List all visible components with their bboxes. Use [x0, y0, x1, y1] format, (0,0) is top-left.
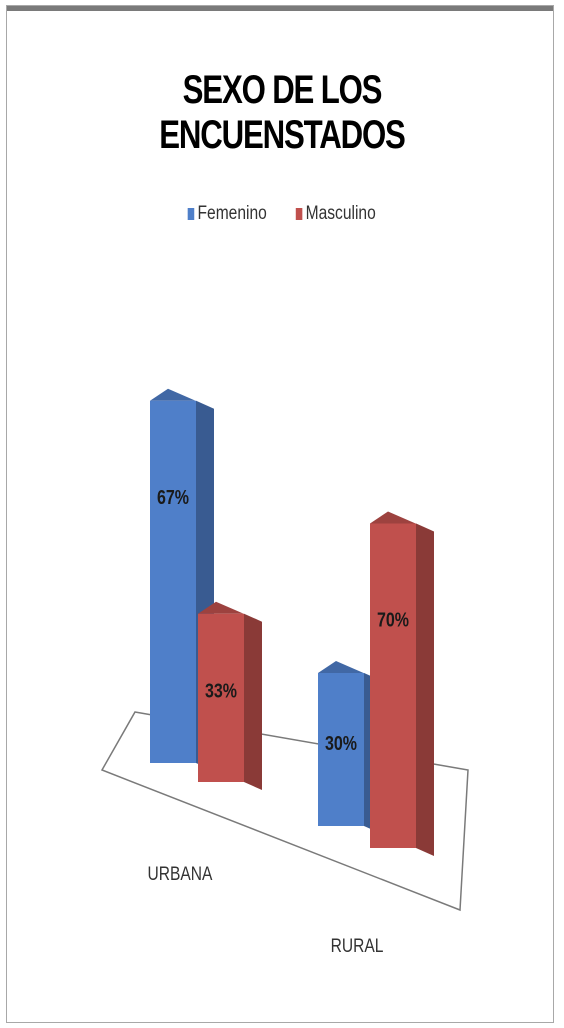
frame-top-shadow — [7, 6, 553, 11]
bar-front-urbana-femenino — [150, 400, 196, 763]
bar-top-rural-masculino — [370, 511, 434, 532]
value-label-urbana-femenino: 67% — [157, 486, 189, 508]
bar-rural-masculino — [370, 511, 434, 856]
legend-item-femenino: Femenino — [187, 203, 267, 225]
chart-frame — [6, 5, 554, 1023]
value-label-rural-masculino: 70% — [377, 609, 409, 631]
bar-top-urbana-masculino — [198, 601, 262, 622]
value-label-rural-femenino: 30% — [325, 732, 357, 754]
legend-swatch-femenino — [187, 208, 195, 220]
value-label-urbana-masculino: 33% — [205, 680, 237, 702]
bar-side-urbana-masculino — [244, 613, 262, 790]
legend-swatch-masculino — [296, 208, 303, 220]
bars-group: 67% 33% 30% 70% — [150, 388, 434, 856]
bar-side-rural-masculino — [416, 523, 434, 856]
bar-urbana-masculino — [198, 601, 262, 790]
bar-front-urbana-masculino — [198, 613, 244, 782]
chart-legend: Femenino Masculino — [0, 203, 564, 225]
bar-front-rural-masculino — [370, 523, 416, 848]
bar-front-rural-femenino — [318, 673, 364, 826]
chart-title: SEXO DE LOS ENCUENSTADOS — [159, 68, 406, 157]
bar-top-rural-femenino — [318, 661, 382, 681]
legend-label-masculino: Masculino — [306, 203, 377, 224]
bar-top-urbana-femenino — [150, 388, 214, 409]
legend-label-femenino: Femenino — [197, 203, 267, 224]
legend-item-masculino: Masculino — [296, 203, 376, 225]
category-label-rural: RURAL — [331, 935, 384, 957]
category-label-urbana: URBANA — [148, 863, 213, 885]
